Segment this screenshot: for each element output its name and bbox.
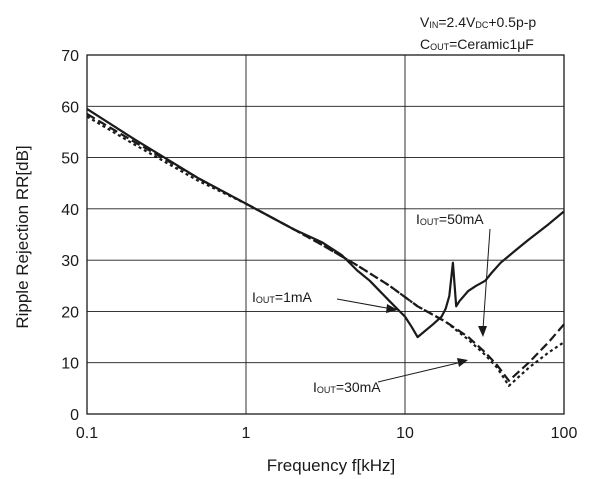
- y-axis-label: Ripple Rejection RR[dB]: [13, 145, 32, 328]
- x-tick-label: 1: [242, 425, 251, 442]
- annotation-iout-50ma-arrowhead: [478, 326, 487, 337]
- annotation-iout-1ma-label: IOUT=1mA: [252, 289, 313, 305]
- annotation-iout-30ma: IOUT=30mA: [313, 358, 468, 395]
- annotation-iout-50ma-arrow: [482, 228, 491, 330]
- condition-vin: VIN=2.4VDC+0.5p-p: [420, 14, 536, 30]
- annotation-iout-30ma-label: IOUT=30mA: [313, 379, 381, 395]
- y-tick-label: 0: [70, 407, 79, 424]
- y-tick-label: 50: [61, 151, 79, 168]
- plot-frame: [86, 54, 565, 415]
- annotation-iout-1ma-arrow: [336, 298, 393, 310]
- y-tick-label: 20: [61, 304, 79, 321]
- x-tick-label: 10: [396, 425, 414, 442]
- tick-labels: 0 10 20 30 40 50 60 70 0.1 1 10 100: [61, 48, 577, 442]
- y-tick-label: 30: [61, 253, 79, 270]
- series-lines: [86, 107, 565, 387]
- y-tick-label: 10: [61, 356, 79, 373]
- annotation-iout-30ma-arrow: [377, 361, 463, 383]
- y-tick-label: 40: [61, 202, 79, 219]
- annotation-iout-1ma: IOUT=1mA: [252, 289, 398, 313]
- condition-cout: COUT=Ceramic1μF: [420, 36, 534, 52]
- y-tick-label: 70: [61, 48, 79, 65]
- annotation-iout-30ma-arrowhead: [457, 358, 468, 367]
- annotation-iout-50ma: IOUT=50mA: [416, 211, 491, 337]
- x-tick-label: 100: [551, 425, 578, 442]
- series-line-solid: [86, 107, 565, 339]
- y-tick-label: 60: [61, 99, 79, 116]
- x-tick-label: 0.1: [76, 425, 98, 442]
- x-axis-label: Frequency f[kHz]: [267, 456, 396, 475]
- annotation-iout-1ma-arrowhead: [386, 304, 398, 313]
- annotation-iout-50ma-label: IOUT=50mA: [416, 211, 484, 227]
